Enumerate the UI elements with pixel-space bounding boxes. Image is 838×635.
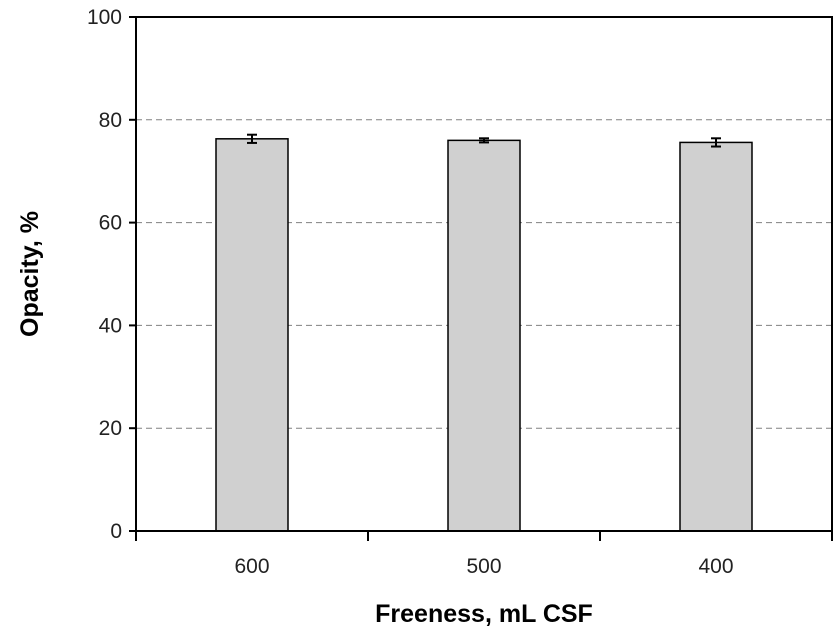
y-tick-label: 100 (87, 6, 122, 29)
bar (447, 139, 521, 532)
y-tick-label: 60 (99, 212, 122, 235)
error-bars (247, 133, 721, 148)
y-axis-ticks: 0 20 40 60 80 100 (87, 6, 136, 543)
x-tick-label: 400 (698, 555, 733, 578)
x-tick-label: 600 (234, 555, 269, 578)
y-tick-label: 0 (110, 520, 122, 543)
y-tick-label: 20 (99, 417, 122, 440)
bars (215, 138, 753, 532)
x-tick-label: 500 (466, 555, 501, 578)
bar (215, 138, 289, 532)
x-axis: 600 500 400 (135, 531, 833, 578)
bar (679, 141, 753, 532)
plot-area-frame (135, 16, 833, 532)
x-axis-title: Freeness, mL CSF (375, 600, 593, 628)
y-tick-label: 40 (99, 314, 122, 337)
y-tick-label: 80 (99, 109, 122, 132)
y-axis-title: Opacity, % (16, 211, 44, 337)
